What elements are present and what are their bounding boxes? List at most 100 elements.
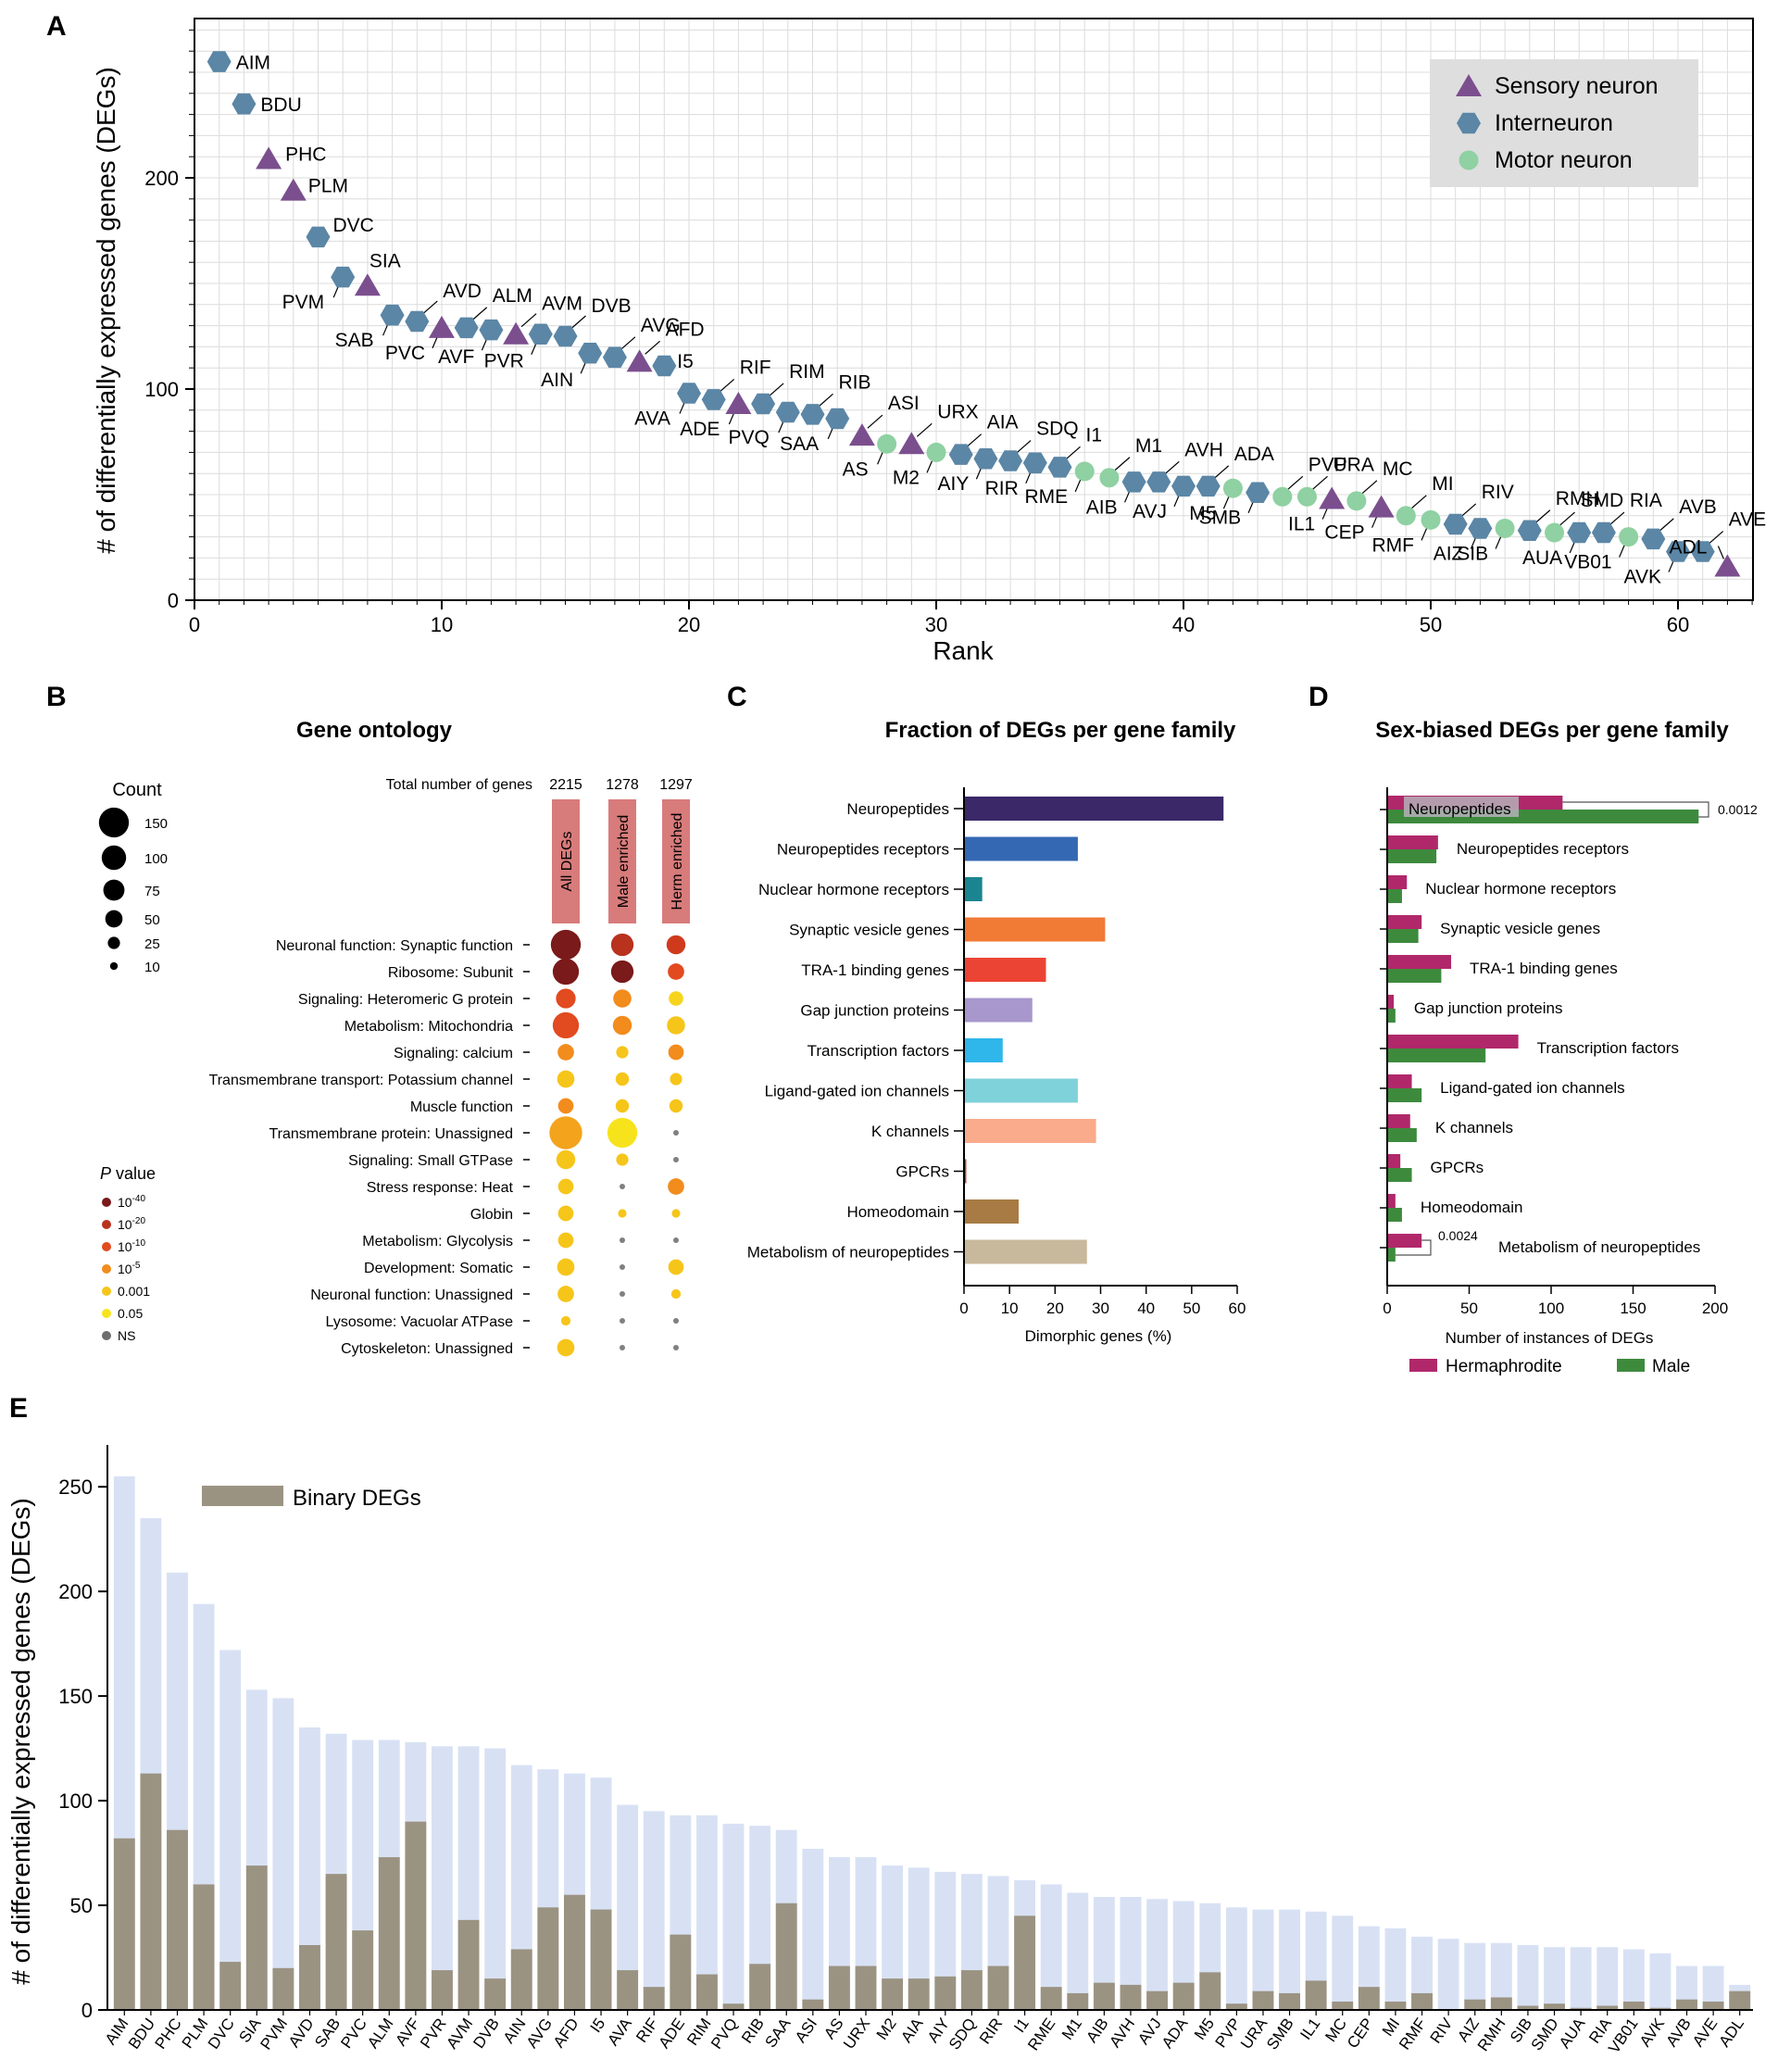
- point-label: PLM: [308, 176, 348, 197]
- leader-line: [1361, 480, 1378, 495]
- point-label: M5: [1189, 503, 1216, 524]
- bar-binary-phc: [167, 1829, 188, 2010]
- p-legend-base: 10: [118, 1217, 132, 1232]
- bar-total-pvp: [1225, 1907, 1247, 2010]
- point-rir: [1022, 452, 1047, 474]
- bubble: [557, 1232, 574, 1249]
- legend-label: Sensory neuron: [1495, 73, 1659, 99]
- bar-binary-smb: [1279, 1992, 1300, 2010]
- panel-e-letter: E: [9, 1393, 28, 1424]
- point-label: AFD: [666, 319, 705, 340]
- bar-herm: [1387, 915, 1422, 929]
- bar-male: [1387, 1009, 1396, 1023]
- point-rim: [751, 393, 776, 415]
- point-label: RMF: [1372, 534, 1415, 556]
- x-tick-label: 0: [959, 1300, 968, 1317]
- point-pvm: [331, 266, 356, 288]
- x-tick-label: PVP: [1212, 2015, 1245, 2051]
- point-label: MC: [1383, 458, 1413, 480]
- p-legend-label: 10-20: [118, 1216, 145, 1232]
- bar-binary-dvb: [484, 1978, 507, 2010]
- bar-total-rim: [695, 1815, 718, 2010]
- legend-marker-sensory: [1456, 74, 1482, 96]
- bar-binary-rmf: [1411, 1992, 1433, 2010]
- bubble: [557, 1044, 574, 1061]
- panel-d-letter: D: [1308, 682, 1329, 712]
- point-ura: [1297, 486, 1317, 507]
- x-tick-label: 40: [1172, 613, 1195, 636]
- leader-line: [768, 383, 784, 397]
- bar-binary-rme: [1040, 1987, 1062, 2010]
- leader-line: [1559, 511, 1575, 526]
- p-legend-dot: [102, 1242, 111, 1251]
- gene-family-label: K channels: [1435, 1119, 1513, 1136]
- point-label: SAB: [335, 330, 374, 351]
- x-tick-label: 60: [1229, 1300, 1246, 1317]
- bar-binary-avg: [537, 1907, 559, 2010]
- point-label: AUA: [1522, 547, 1562, 569]
- bar-total-avh: [1120, 1897, 1142, 2010]
- panel-d-x-label: Number of instances of DEGs: [1446, 1329, 1654, 1347]
- bar-binary-pvm: [272, 1967, 294, 2010]
- leader-line: [916, 422, 933, 437]
- bar-binary-sib: [1517, 2005, 1539, 2010]
- panel-d-axis: 0 50 100 150 200: [1383, 787, 1728, 1317]
- p-legend-dot: [102, 1309, 111, 1318]
- panel-c: C Fraction of DEGs per gene family Neuro…: [727, 682, 1246, 1345]
- bubble: [560, 1315, 571, 1326]
- point-sia: [354, 273, 381, 296]
- x-tick-label: 50: [1183, 1300, 1200, 1317]
- bar-binary-vb01: [1622, 2001, 1645, 2010]
- point-label: SAA: [780, 433, 819, 455]
- point-label: RIM: [789, 361, 825, 383]
- gene-family-label: GPCRs: [895, 1163, 949, 1181]
- count-legend-bubble: [107, 936, 120, 949]
- x-tick-label: DVC: [205, 2015, 238, 2052]
- y-tick-label: 100: [58, 1789, 93, 1813]
- panel-a-frame: [194, 18, 1754, 601]
- point-rmf: [1421, 509, 1441, 530]
- x-tick-label: AUA: [1556, 2015, 1589, 2052]
- point-label: SDQ: [1036, 419, 1079, 440]
- point-ave: [1690, 541, 1715, 562]
- significance-bracket: [1562, 801, 1709, 818]
- y-tick-label: 250: [58, 1476, 93, 1499]
- point-mi: [1396, 506, 1416, 526]
- p-legend-label: 10-40: [118, 1194, 145, 1210]
- bubble: [550, 929, 582, 961]
- panel-c-axis: 0 10 20 30 40 50 60: [959, 787, 1246, 1317]
- leader-line: [520, 313, 537, 328]
- p-legend-title-rest: value: [111, 1164, 156, 1183]
- bubble: [673, 1130, 679, 1136]
- x-tick-label: IL1: [1296, 2015, 1323, 2042]
- point-pvc: [429, 315, 455, 338]
- x-tick-label: 0: [1383, 1300, 1391, 1317]
- bar-total-mi: [1384, 1928, 1407, 2010]
- x-tick-label: 60: [1667, 613, 1689, 636]
- point-il1: [1319, 486, 1346, 509]
- x-tick-label: RIR: [976, 2015, 1006, 2047]
- bar-total-rif: [643, 1811, 665, 2010]
- p-legend-label: 0.05: [118, 1306, 143, 1321]
- gene-family-label: TRA-1 binding genes: [1470, 960, 1618, 977]
- bubble: [670, 1288, 682, 1300]
- count-legend-bubble: [105, 910, 123, 928]
- x-tick-label: 150: [1620, 1300, 1646, 1317]
- panel-a-legend: Sensory neuron Interneuron Motor neuron: [1430, 59, 1698, 187]
- go-row-label: Transmembrane transport: Potassium chann…: [209, 1073, 513, 1088]
- x-tick-label: 40: [1137, 1300, 1155, 1317]
- bubble: [620, 1318, 625, 1324]
- bar-binary-ain: [510, 1949, 532, 2010]
- bar-total-ave: [1702, 1965, 1724, 2010]
- point-label: I5: [677, 351, 694, 372]
- bar-binary-afd: [564, 1894, 585, 2010]
- column-total: 1278: [606, 777, 639, 793]
- panel-b: B Gene ontology Total number of genes 22…: [46, 682, 693, 1357]
- leader-line: [1495, 535, 1502, 549]
- x-tick-label: 10: [431, 613, 453, 636]
- point-label: AIM: [236, 53, 270, 74]
- significance-bracket: [1395, 1239, 1432, 1256]
- bar-total-aiz: [1464, 1942, 1486, 2010]
- bubble: [673, 1318, 679, 1324]
